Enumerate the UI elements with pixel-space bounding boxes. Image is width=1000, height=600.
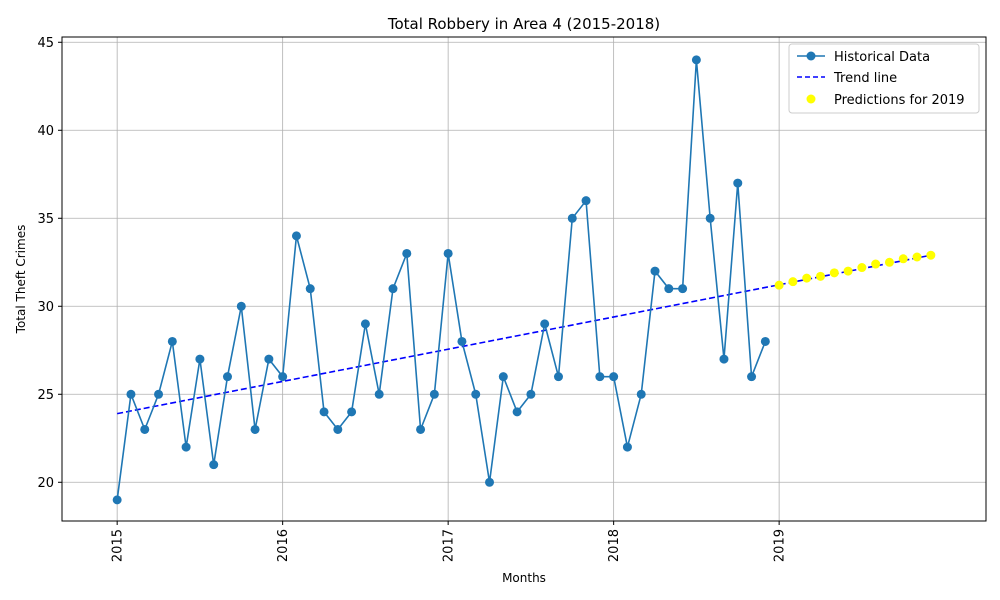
historical-data-point (222, 372, 232, 382)
historical-data-point (319, 407, 329, 417)
historical-data-point (581, 196, 591, 206)
trend-line-layer (117, 254, 931, 415)
prediction-point (816, 271, 826, 281)
legend-item-predictions: Predictions for 2019 (806, 93, 965, 108)
chart-title: Total Robbery in Area 4 (2015-2018) (387, 15, 660, 33)
historical-data-point (402, 248, 412, 258)
historical-data-point (236, 301, 246, 311)
historical-data-point (553, 372, 563, 382)
historical-data-point (181, 442, 191, 452)
historical-data-point (595, 372, 605, 382)
legend-label-historical: Historical Data (834, 50, 930, 65)
historical-data-point (760, 336, 770, 346)
legend-marker-swatch (806, 51, 816, 61)
y-tick-label: 30 (37, 300, 54, 315)
x-tick-label: 2019 (773, 529, 788, 562)
historical-data-point (126, 389, 136, 399)
historical-data-point (264, 354, 274, 364)
plot-frame (61, 36, 987, 522)
historical-data-point (485, 477, 495, 487)
prediction-point (884, 257, 894, 267)
grid-lines (62, 37, 986, 521)
historical-data-point (195, 354, 205, 364)
historical-data-point (498, 372, 508, 382)
prediction-point (829, 268, 839, 278)
x-tick-label: 2016 (276, 529, 291, 562)
historical-data-point (526, 389, 536, 399)
x-tick-label: 2018 (607, 529, 622, 562)
historical-data-point (429, 389, 439, 399)
prediction-point (912, 252, 922, 262)
historical-data-point (360, 319, 370, 329)
x-axis-label: Months (502, 571, 546, 585)
historical-data-point (719, 354, 729, 364)
prediction-point (774, 280, 784, 290)
historical-data-point (691, 55, 701, 65)
historical-data-point (650, 266, 660, 276)
x-tick-label: 2017 (442, 529, 457, 562)
historical-data-point (374, 389, 384, 399)
prediction-point (871, 259, 881, 269)
historical-data-point (140, 424, 150, 434)
y-tick-label: 20 (37, 476, 54, 491)
historical-data-point (209, 460, 219, 470)
historical-data-point (678, 284, 688, 294)
legend-label-trend: Trend line (833, 71, 897, 86)
y-tick-label: 40 (37, 124, 54, 139)
historical-data-point (705, 213, 715, 223)
historical-data-point (416, 424, 426, 434)
legend-scatter-swatch (806, 94, 816, 104)
historical-data-point (167, 336, 177, 346)
historical-data-point (305, 284, 315, 294)
historical-data-point (278, 372, 288, 382)
historical-data-point (388, 284, 398, 294)
prediction-point (802, 273, 812, 283)
historical-data-point (622, 442, 632, 452)
predictions-layer (774, 250, 936, 290)
historical-data-point (112, 495, 122, 505)
prediction-point (843, 266, 853, 276)
trend-line (117, 254, 931, 415)
prediction-point (926, 250, 936, 260)
historical-data-point (512, 407, 522, 417)
historical-data-point (471, 389, 481, 399)
historical-data-point (567, 213, 577, 223)
historical-data-point (333, 424, 343, 434)
historical-data-point (443, 248, 453, 258)
y-tick-label: 35 (37, 212, 54, 227)
prediction-point (788, 277, 798, 287)
axes: 20 25 30 35 40 45 2015 2016 2017 2018 2019 (37, 36, 787, 562)
historical-data-point (347, 407, 357, 417)
historical-data-point (664, 284, 674, 294)
historical-data-point (154, 389, 164, 399)
x-tick-label: 2015 (111, 529, 126, 562)
legend-box (788, 43, 980, 114)
historical-data-point (291, 231, 301, 241)
historical-data-point (457, 336, 467, 346)
legend-item-historical: Historical Data (797, 50, 930, 65)
legend-label-predictions: Predictions for 2019 (834, 93, 965, 108)
historical-data-point (250, 424, 260, 434)
historical-data-point (540, 319, 550, 329)
historical-data-point (636, 389, 646, 399)
historical-data-point (733, 178, 743, 188)
legend-item-trend: Trend line (797, 71, 897, 86)
historical-data-point (609, 372, 619, 382)
historical-data-point (747, 372, 757, 382)
prediction-point (898, 254, 908, 264)
y-tick-label: 45 (37, 36, 54, 51)
prediction-point (857, 263, 867, 273)
y-tick-label: 25 (37, 388, 54, 403)
y-axis-label: Total Theft Crimes (14, 225, 28, 335)
historical-data-layer (112, 55, 770, 505)
legend: Historical Data Trend line Predictions f… (788, 43, 980, 114)
